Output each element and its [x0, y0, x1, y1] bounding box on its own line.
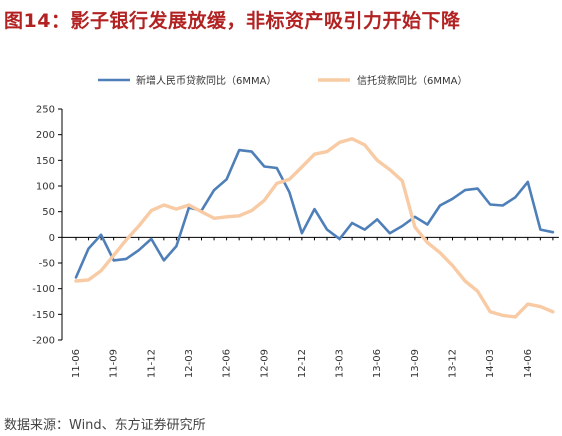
- figure-title: 图14：影子银行发展放缓，非标资产吸引力开始下降: [4, 10, 461, 32]
- y-tick-label: -200: [32, 336, 55, 347]
- x-tick-label: 14-06: [523, 349, 534, 378]
- x-tick-label: 13-09: [410, 349, 421, 378]
- x-tick-label: 11-06: [71, 349, 82, 378]
- legend-label: 信托贷款同比（6MMA）: [357, 74, 467, 87]
- x-tick-label: 11-09: [109, 349, 120, 378]
- y-tick-label: -150: [32, 310, 55, 321]
- series-line-loans: [74, 148, 555, 279]
- x-tick-label: 12-09: [259, 349, 270, 378]
- x-tick-label: 13-06: [372, 349, 383, 378]
- x-tick-label: 11-12: [146, 349, 157, 378]
- y-tick-label: 0: [49, 233, 55, 244]
- y-tick-label: 150: [36, 156, 55, 167]
- x-tick-label: 13-03: [335, 349, 346, 378]
- series-line-trust: [74, 137, 555, 319]
- legend-label: 新增人民币贷款同比（6MMA）: [136, 74, 276, 87]
- x-tick-label: 14-03: [485, 349, 496, 378]
- y-tick-label: 200: [36, 130, 55, 141]
- y-tick-label: -100: [32, 284, 55, 295]
- data-source: 数据来源：Wind、东方证券研究所: [4, 418, 206, 433]
- x-tick-label: 12-06: [222, 349, 233, 378]
- y-tick-label: 100: [36, 182, 55, 193]
- x-tick-label: 12-12: [297, 349, 308, 378]
- y-tick-label: 50: [42, 207, 55, 218]
- y-tick-label: -50: [39, 259, 55, 270]
- x-tick-label: 13-12: [448, 349, 459, 378]
- x-tick-label: 12-03: [184, 349, 195, 378]
- y-tick-label: 250: [36, 105, 55, 116]
